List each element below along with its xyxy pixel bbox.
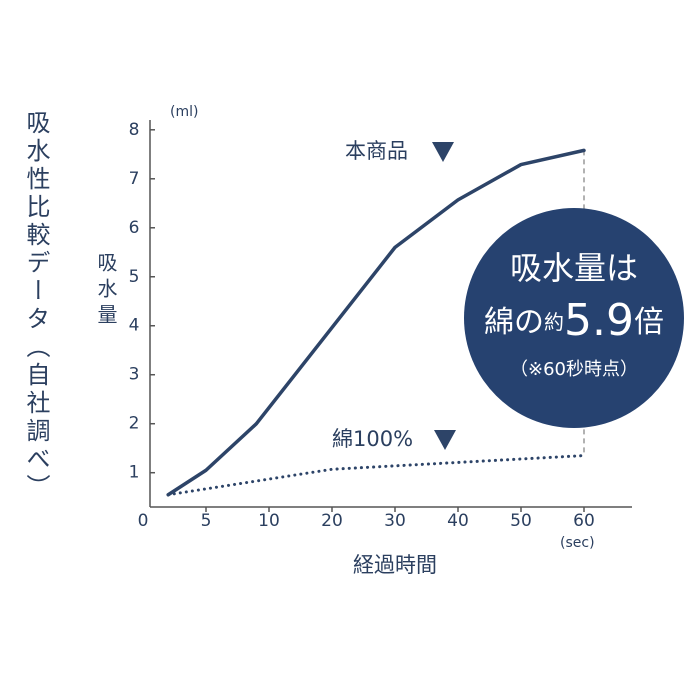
x-tick-label: 50 [510, 511, 532, 531]
annotation-text: 綿の約5.9倍 [484, 295, 664, 346]
x-tick-label: 20 [321, 511, 343, 531]
y-tick-label: 3 [129, 365, 140, 385]
y-tick-label: 2 [129, 414, 140, 434]
x-tick-label: 5 [201, 511, 212, 531]
series-label: 本商品 [345, 139, 408, 163]
x-tick-label: 40 [447, 511, 469, 531]
x-axis-label: 経過時間 [353, 553, 437, 577]
annotation-text: 吸水量は [510, 249, 638, 287]
x-tick-label: 0 [138, 511, 149, 531]
series-line [166, 454, 586, 497]
x-tick-label: 30 [384, 511, 406, 531]
series-label: 綿100% [332, 427, 413, 451]
annotation-part: 約 [544, 310, 564, 334]
y-tick-label: 7 [129, 169, 140, 189]
label-triangle [432, 142, 454, 162]
annotation-circle [464, 208, 684, 428]
x-tick-label: 60 [573, 511, 595, 531]
annotation-part: 綿の [484, 305, 544, 340]
y-tick-label: 6 [129, 218, 140, 238]
annotation-text: （※60秒時点） [510, 359, 638, 380]
y-unit: (ml) [170, 104, 198, 120]
label-triangle [434, 430, 456, 450]
x-tick-label: 10 [258, 511, 280, 531]
y-tick-label: 1 [129, 463, 140, 483]
chart-title: 吸水性比較データ（自社調べ） [22, 110, 50, 502]
x-unit: (sec) [560, 535, 595, 551]
series-line [166, 148, 586, 497]
y-tick-label: 8 [129, 120, 140, 140]
y-tick-label: 4 [129, 316, 140, 336]
annotation-part: 倍 [634, 305, 664, 340]
y-tick-label: 5 [129, 267, 140, 287]
annotation-part: 5.9 [564, 295, 634, 346]
y-axis-label: 吸水量 [94, 252, 118, 330]
